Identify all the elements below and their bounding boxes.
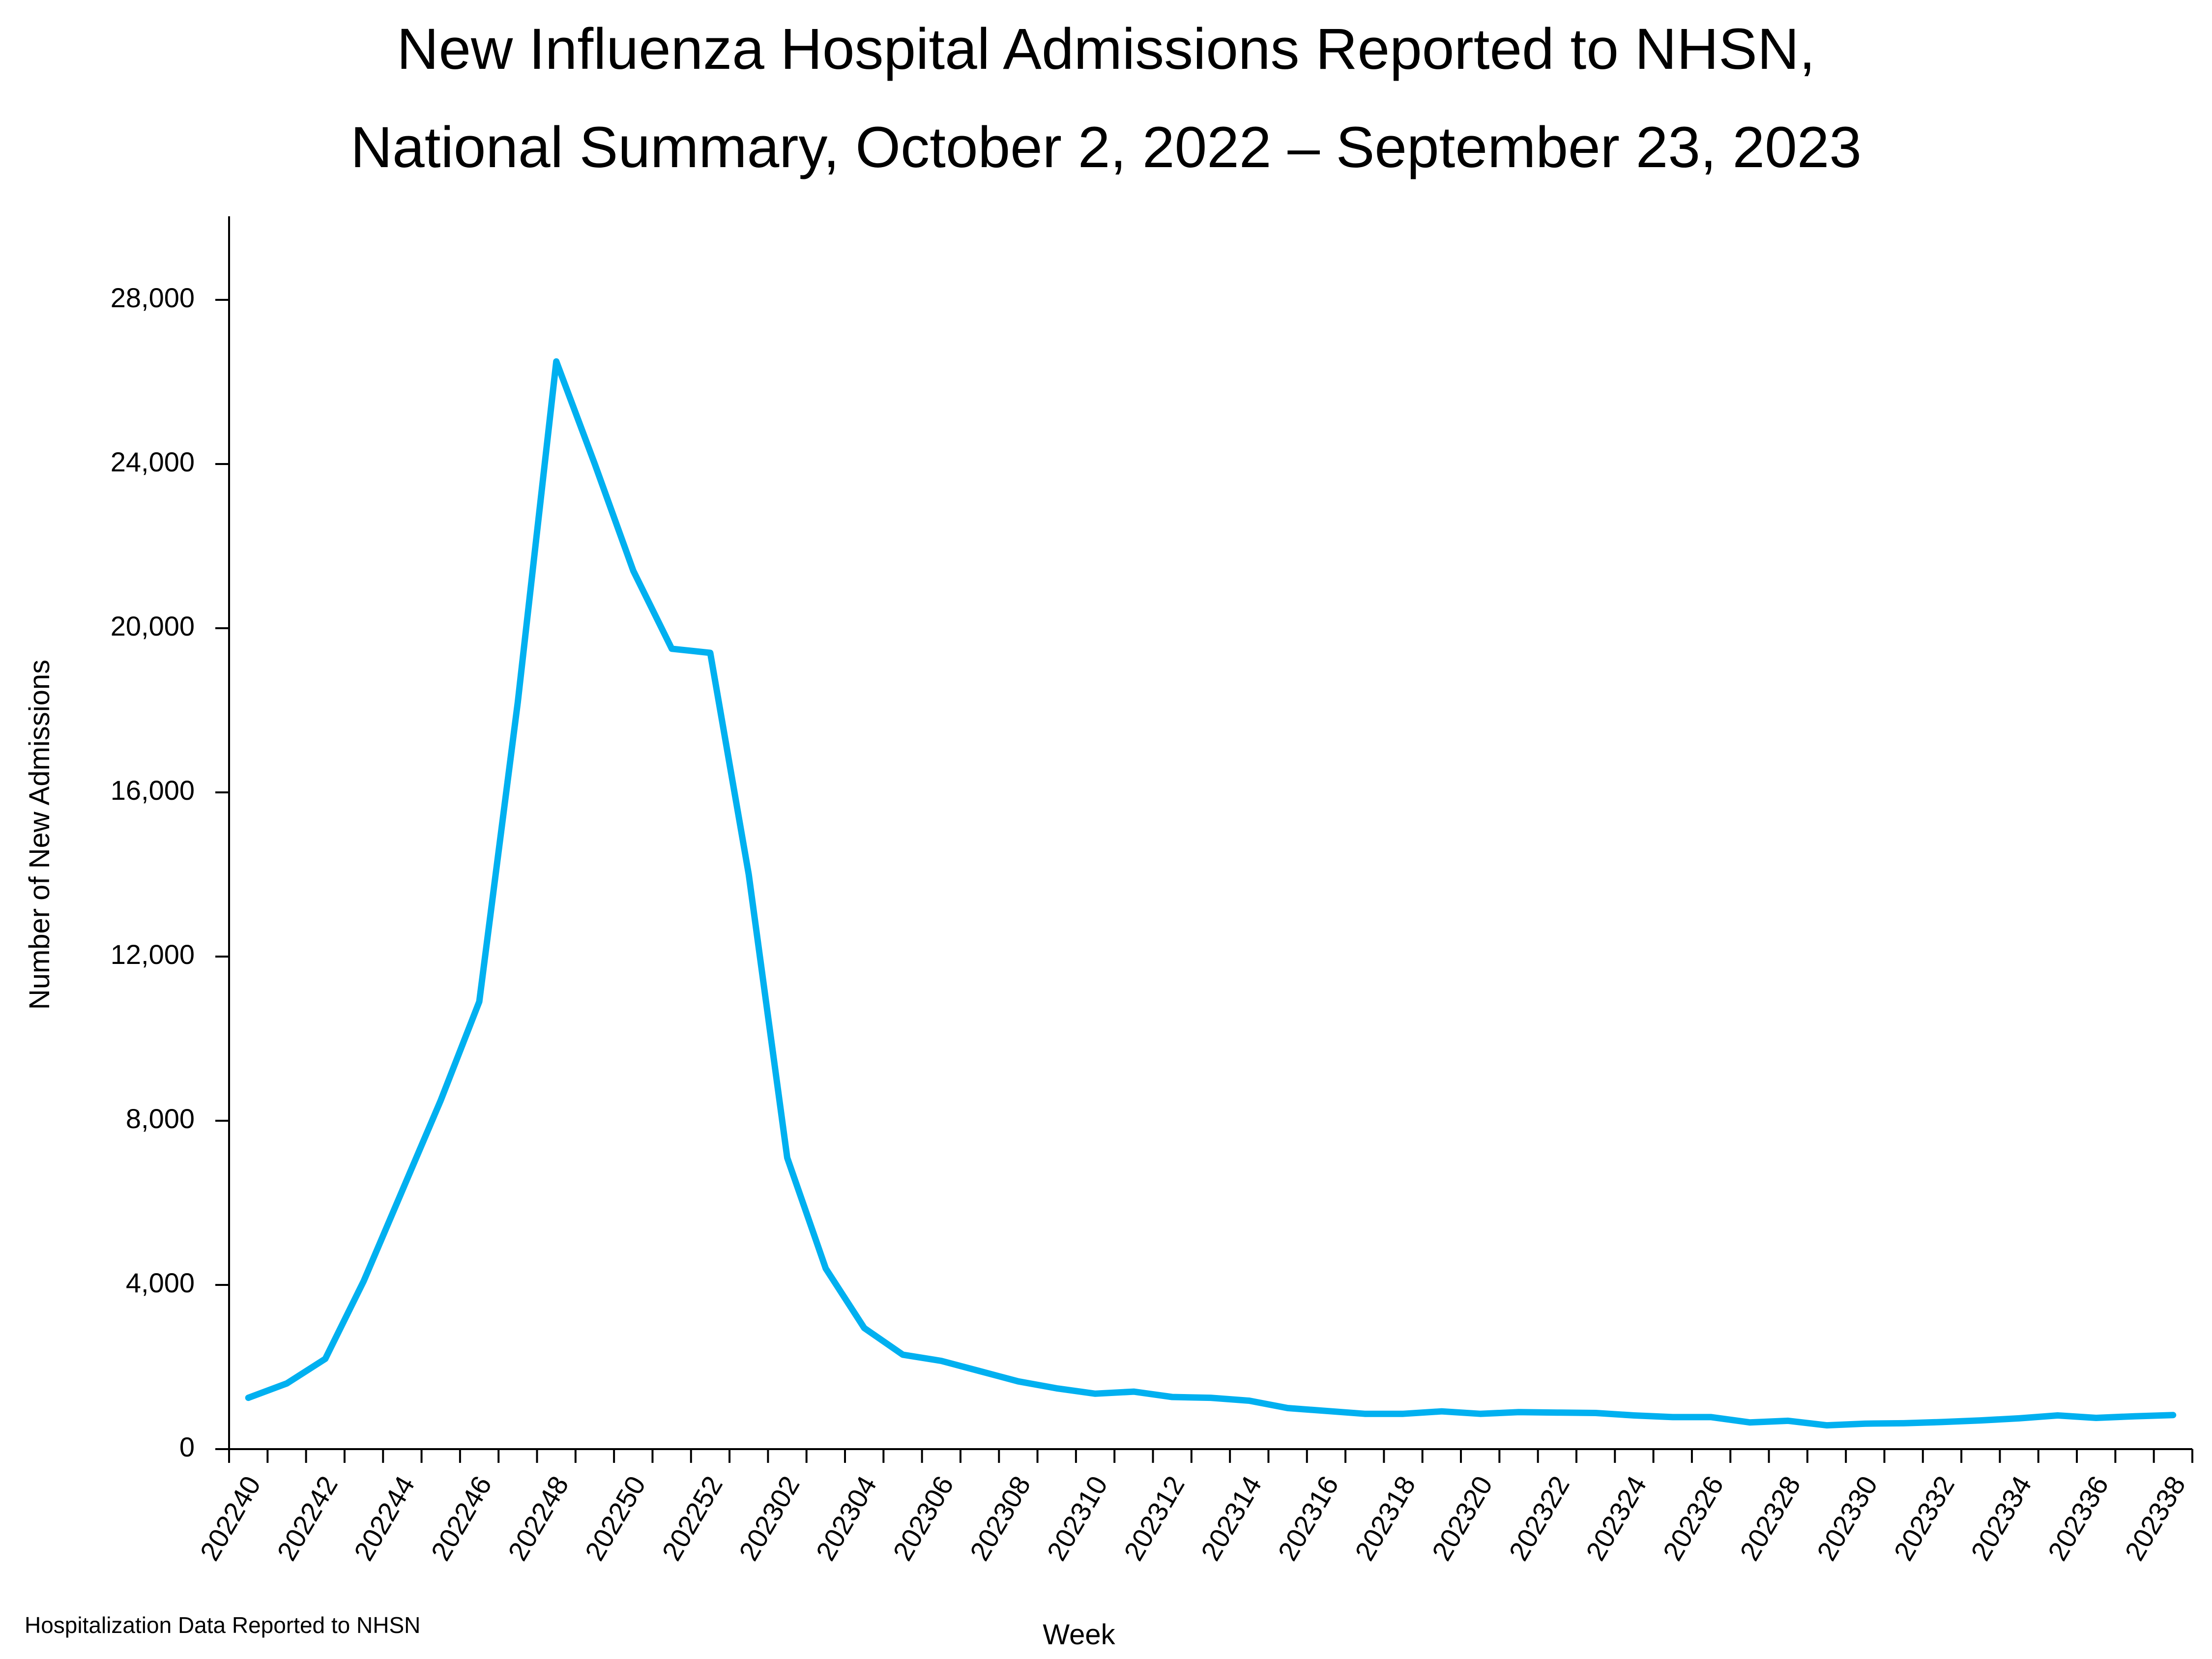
- chart-title-line-2: National Summary, October 2, 2022 – Sept…: [350, 115, 1862, 180]
- data-point-202335: [2057, 1415, 2058, 1416]
- x-tick-label: 202334: [1965, 1471, 2037, 1566]
- data-point-202320: [1480, 1413, 1481, 1414]
- y-tick-label: 0: [179, 1431, 195, 1462]
- data-point-202245: [440, 1100, 441, 1101]
- x-tick-label: 202246: [425, 1471, 497, 1566]
- data-point-202334: [2019, 1418, 2020, 1419]
- data-point-202301: [748, 874, 749, 875]
- data-point-202319: [1441, 1411, 1442, 1412]
- data-point-202252: [710, 652, 711, 653]
- y-tick-label: 16,000: [111, 775, 195, 806]
- x-tick-label: 202310: [1041, 1471, 1113, 1566]
- data-point-202321: [1518, 1412, 1519, 1413]
- y-tick-label: 20,000: [111, 611, 195, 641]
- footnote: Hospitalization Data Reported to NHSN: [25, 1612, 420, 1638]
- x-tick-label: 202316: [1272, 1471, 1344, 1566]
- data-point-202303: [825, 1268, 826, 1269]
- chart-title: New Influenza Hospital Admissions Report…: [350, 17, 1862, 180]
- data-point-202240: [248, 1397, 249, 1398]
- data-point-202325: [1672, 1417, 1673, 1418]
- series-line-new-admissions: [245, 358, 2177, 1429]
- data-point-202249: [594, 464, 595, 465]
- x-tick-label: 202328: [1734, 1471, 1806, 1566]
- x-axis-title: Week: [1043, 1619, 1115, 1651]
- x-tick-label: 202322: [1503, 1471, 1575, 1566]
- y-axis-title: Number of New Admissions: [24, 660, 56, 1010]
- data-point-202247: [517, 701, 518, 702]
- x-tick-label: 202240: [194, 1471, 266, 1566]
- data-point-202317: [1364, 1413, 1365, 1414]
- data-point-202322: [1557, 1412, 1558, 1413]
- data-point-202313: [1210, 1397, 1211, 1398]
- data-point-202315: [1287, 1408, 1288, 1409]
- x-tick-label: 202324: [1580, 1471, 1653, 1566]
- data-point-202330: [1864, 1423, 1865, 1424]
- data-point-202323: [1595, 1413, 1596, 1414]
- data-point-202251: [671, 648, 672, 649]
- data-point-202329: [1826, 1425, 1827, 1426]
- data-point-202246: [479, 1001, 480, 1002]
- data-point-202332: [1942, 1422, 1943, 1423]
- data-point-202314: [1249, 1400, 1250, 1401]
- x-tick-label: 202248: [502, 1471, 575, 1566]
- data-point-202324: [1633, 1415, 1634, 1416]
- x-tick-label: 202318: [1349, 1471, 1422, 1566]
- data-point-202337: [2134, 1416, 2135, 1417]
- y-tick-label: 24,000: [111, 446, 195, 477]
- x-tick-label: 202312: [1118, 1471, 1191, 1566]
- data-point-202309: [1056, 1388, 1057, 1389]
- data-point-202302: [787, 1157, 788, 1158]
- x-tick-label: 202332: [1888, 1471, 1960, 1566]
- x-tick-label: 202308: [964, 1471, 1037, 1566]
- x-tick-label: 202252: [656, 1471, 728, 1566]
- data-point-202308: [1018, 1381, 1019, 1382]
- x-tick-label: 202304: [810, 1471, 882, 1566]
- data-point-202338: [2173, 1415, 2174, 1416]
- data-point-202316: [1326, 1410, 1327, 1411]
- series-group: [245, 358, 2177, 1429]
- data-point-202326: [1711, 1417, 1712, 1418]
- y-tick-label: 4,000: [126, 1267, 195, 1298]
- data-point-202327: [1749, 1422, 1750, 1423]
- chart-title-line-1: New Influenza Hospital Admissions Report…: [397, 17, 1815, 82]
- x-tick-label: 202250: [579, 1471, 652, 1566]
- y-tick-label: 28,000: [111, 282, 195, 313]
- y-tick-label: 8,000: [126, 1103, 195, 1134]
- data-point-202311: [1133, 1391, 1134, 1392]
- x-tick-label: 202330: [1811, 1471, 1884, 1566]
- x-tick-label: 202306: [887, 1471, 960, 1566]
- data-point-202328: [1788, 1420, 1789, 1421]
- x-tick-label: 202320: [1426, 1471, 1498, 1566]
- data-point-202248: [556, 361, 557, 362]
- data-point-202305: [902, 1354, 903, 1355]
- y-tick-label: 12,000: [111, 939, 195, 970]
- x-tick-label: 202326: [1657, 1471, 1729, 1566]
- data-point-202304: [864, 1328, 865, 1329]
- data-point-202307: [979, 1370, 980, 1371]
- x-tick-label: 202336: [2041, 1471, 2114, 1566]
- data-point-202318: [1403, 1413, 1404, 1414]
- data-point-202242: [325, 1358, 326, 1359]
- x-tick-label: 202338: [2119, 1471, 2191, 1566]
- data-point-202244: [402, 1190, 403, 1191]
- x-axis-ticks: 202240 202242 202244 202246 202248 202250 2022…: [194, 1449, 2193, 1566]
- data-point-202241: [286, 1383, 287, 1384]
- x-tick-label: 202244: [348, 1471, 421, 1566]
- data-point-202250: [633, 570, 634, 571]
- data-point-202331: [1903, 1423, 1904, 1424]
- x-tick-label: 202314: [1195, 1471, 1268, 1566]
- y-axis-ticks: 0 4,000 8,000 12,000 16,000 20,000 24,000 28,00…: [111, 282, 229, 1462]
- data-point-202310: [1095, 1393, 1096, 1394]
- x-tick-label: 202302: [733, 1471, 806, 1566]
- data-point-202306: [941, 1360, 942, 1361]
- x-tick-label: 202242: [271, 1471, 344, 1566]
- data-point-202333: [1980, 1420, 1981, 1421]
